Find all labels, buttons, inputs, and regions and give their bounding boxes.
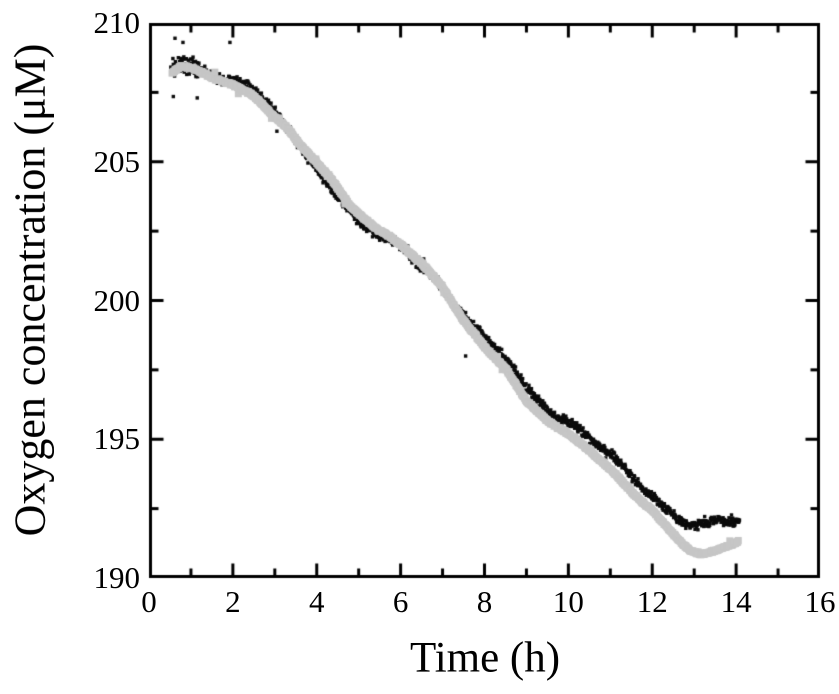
y-tick-label: 205 (93, 143, 141, 179)
x-tick-label: 2 (225, 584, 241, 619)
x-tick-label: 14 (720, 584, 752, 619)
y-tick-label: 210 (93, 5, 141, 40)
x-tick-label: 10 (552, 584, 584, 619)
x-tick-label: 16 (804, 584, 836, 619)
y-tick-label: 195 (93, 421, 141, 457)
x-tick-label: 4 (309, 584, 325, 619)
y-tick-label: 190 (93, 560, 141, 595)
x-tick-label: 0 (141, 584, 157, 619)
y-tick-label: 200 (93, 282, 141, 318)
x-tick-label: 12 (636, 584, 668, 619)
x-tick-label: 8 (476, 584, 493, 619)
x-tick-label: 6 (392, 584, 409, 619)
x-axis-title: Time (h) (409, 634, 561, 682)
